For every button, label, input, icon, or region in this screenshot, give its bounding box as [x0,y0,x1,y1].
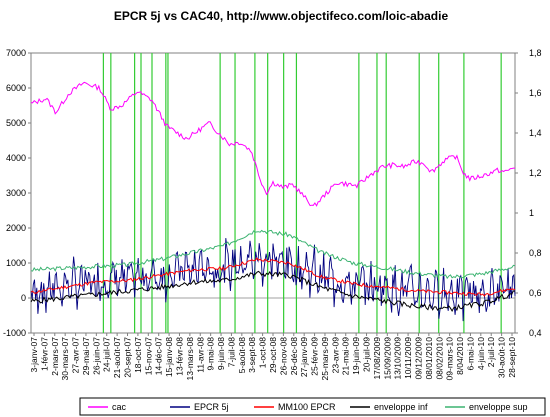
y2-tick-label: 0,8 [529,248,542,258]
x-tick-label: 5-août-08 [237,337,247,374]
x-tick-label: 29-oct-08 [268,337,278,373]
x-tick-label: 26-juin-07 [91,337,101,375]
x-tick-label: 6-mai-10 [465,337,475,371]
x-tick-label: 24-juil-07 [102,337,112,372]
x-tick-label: 20-juil-09 [362,337,372,372]
y2-tick-label: 1,6 [529,88,542,98]
series-line-epcr-5j [30,238,516,322]
y2-tick-label: 0,4 [529,328,542,338]
x-tick-label: 1-oct-08 [258,337,268,368]
x-tick-label: 9-juin-08 [216,337,226,370]
legend-label: EPCR 5j [194,402,229,412]
x-tick-label: 29-mai-07 [81,337,91,376]
y-tick-label: 6000 [6,83,26,93]
x-axis: 3-janv-07 1-févr-07 2-mars-07 30-mars-07 27-… [29,333,517,380]
x-tick-label: 27-janv-09 [299,337,309,377]
y2-tick-label: 1,4 [529,128,542,138]
x-tick-label: 08/01/2010 [424,337,434,380]
x-tick-label: 30-août-10 [497,337,507,378]
y2-tick-label: 0,6 [529,288,542,298]
x-tick-label: 23-avr-09 [330,337,340,374]
legend-label: enveloppe inf [374,402,428,412]
x-tick-label: 20-sept-07 [123,337,133,378]
x-tick-label: 28-sept-10 [507,337,517,378]
x-tick-label: 13/10/2009 [393,337,403,380]
signal-lines [102,53,502,333]
x-tick-label: 11-avr-08 [195,337,205,373]
series-line-enveloppe-sup [30,229,516,280]
series-line-enveloppe-inf [30,270,516,313]
x-tick-label: 09/12/2009 [414,337,424,380]
y2-tick-label: 1 [529,208,534,218]
y-tick-label: -1000 [3,328,26,338]
x-tick-label: 27-avr-07 [71,337,81,374]
x-tick-label: 19-juin-09 [351,337,361,375]
y-tick-label: 7000 [6,48,26,58]
y-tick-label: 5000 [6,118,26,128]
x-tick-label: 13-févr-08 [175,337,185,376]
legend-label: cac [112,402,127,412]
x-tick-label: 18-oct-07 [133,337,143,373]
y-axis-right: 1,8 1,6 1,4 1,2 1 0,8 0,6 0,4 [515,48,542,338]
y2-tick-label: 1,8 [529,48,542,58]
y2-tick-label: 1,2 [529,168,542,178]
x-tick-label: 9-mai-08 [206,337,216,371]
x-tick-label: 25-févr-09 [310,337,320,376]
x-tick-label: 21-août-07 [112,337,122,378]
x-tick-label: 08/02/2010 [434,337,444,380]
x-tick-label: 26-déc-08 [289,337,299,376]
series-line-mm100-epcr [30,257,516,297]
x-tick-label: 15-nov-07 [143,337,153,376]
y-tick-label: 0 [21,293,26,303]
legend: cac EPCR 5j MM100 EPCR enveloppe inf envelop… [79,397,546,416]
x-tick-label: 14-déc-07 [154,337,164,376]
x-tick-label: 17/08/2009 [372,337,382,380]
x-tick-label: 15/09/2009 [382,337,392,380]
y-tick-label: 2000 [6,223,26,233]
legend-label: MM100 EPCR [278,402,336,412]
x-tick-label: 4-juin-10 [476,337,486,370]
x-tick-label: 2-mars-07 [50,337,60,376]
x-tick-label: 3-janv-07 [29,337,39,373]
legend-box [79,397,546,416]
x-tick-label: 15-janv-08 [164,337,174,377]
x-tick-label: 26-nov-08 [278,337,288,376]
legend-label: enveloppe sup [469,402,528,412]
x-tick-label: 25-mars-09 [320,337,330,381]
series-lines [30,81,516,322]
x-tick-label: 09-mars-10 [445,337,455,381]
x-tick-label: 7-juil-08 [226,337,236,368]
y-tick-label: 4000 [6,153,26,163]
series-line-cac [30,81,515,207]
x-tick-label: 2-juil-10 [486,337,496,368]
y-tick-label: 1000 [6,258,26,268]
x-tick-label: 8/04/2010 [455,337,465,375]
chart-title: EPCR 5j vs CAC40, http://www.objectifeco… [114,9,449,23]
x-tick-label: 10/11/2009 [403,337,413,379]
y-tick-label: 3000 [6,188,26,198]
x-tick-label: 13-mars-08 [185,337,195,381]
y-axis-left: 7000 6000 5000 4000 3000 2000 1000 0 -1000 [3,48,515,338]
x-tick-label: 1-févr-07 [39,337,49,371]
x-tick-label: 30-mars-07 [60,337,70,381]
x-tick-label: 3-sept-08 [247,337,257,373]
x-tick-label: 21-mai-09 [341,337,351,376]
